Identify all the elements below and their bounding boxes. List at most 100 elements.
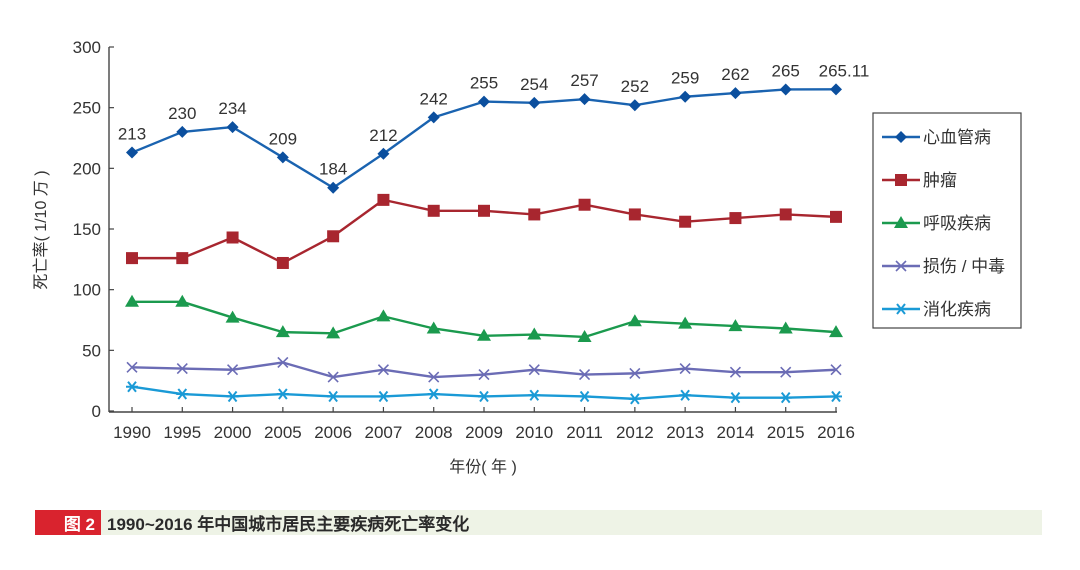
data-point: [779, 83, 792, 96]
data-label: 213: [118, 125, 146, 144]
data-point: [528, 208, 541, 221]
data-point: [728, 319, 743, 332]
x-tick-label: 2013: [666, 423, 704, 442]
x-tick-label: 2012: [616, 423, 654, 442]
data-point: [780, 366, 792, 378]
data-label: 242: [420, 89, 448, 108]
data-label: 257: [570, 71, 598, 90]
y-tick-label: 300: [73, 38, 101, 57]
data-point: [377, 390, 390, 403]
data-point: [729, 392, 742, 404]
data-label: 259: [671, 69, 699, 88]
data-point: [428, 371, 440, 383]
data-point: [176, 252, 189, 265]
data-point: [729, 212, 742, 225]
legend-marker-icon: [894, 216, 908, 228]
data-point: [578, 93, 591, 106]
data-point: [628, 208, 641, 221]
line-chart: 0 50 100 150 200 250 300 1990 1995 2000 2005 2006 2…: [32, 38, 1022, 476]
data-point: [327, 181, 340, 194]
data-label: 262: [721, 65, 749, 84]
data-point: [326, 326, 341, 339]
data-point: [528, 96, 541, 109]
data-labels: 213 230 234 209 184 212 242 255 254 257 252 259 262 2…: [118, 61, 870, 178]
data-label: 255: [470, 74, 498, 93]
data-point: [477, 328, 491, 341]
data-point: [126, 361, 138, 373]
y-axis-ticks: 0 50 100 150 200 250 300: [73, 38, 114, 421]
legend-label: 肿瘤: [923, 171, 957, 190]
y-tick-label: 50: [82, 341, 101, 360]
x-tick-label: 2006: [314, 423, 352, 442]
legend-label: 消化疾病: [923, 300, 991, 319]
data-point: [729, 87, 742, 100]
data-label: 254: [520, 75, 548, 94]
data-point: [478, 390, 490, 403]
data-point: [227, 364, 239, 376]
x-tick-label: 2010: [515, 423, 553, 442]
data-point: [578, 198, 591, 211]
data-label: 234: [218, 99, 246, 118]
data-point: [679, 90, 692, 103]
data-point: [679, 215, 692, 228]
data-point: [578, 390, 591, 403]
series-3: [126, 356, 842, 383]
data-point: [327, 390, 340, 403]
data-point: [276, 388, 289, 400]
data-point: [327, 371, 339, 383]
x-axis-title: 年份( 年 ): [449, 458, 517, 476]
data-point: [276, 256, 289, 269]
x-tick-label: 1990: [113, 423, 151, 442]
x-tick-label: 2016: [817, 423, 855, 442]
data-point: [226, 231, 239, 244]
data-point: [829, 325, 843, 338]
data-point: [176, 125, 189, 138]
data-point: [126, 252, 138, 265]
data-point: [275, 325, 290, 338]
data-point: [377, 147, 390, 160]
data-point: [629, 367, 641, 379]
series-2: [125, 294, 843, 342]
legend-label: 心血管病: [923, 128, 991, 147]
x-tick-label: 2000: [214, 423, 252, 442]
data-point: [627, 314, 642, 327]
figure-caption-text: 1990~2016 年中国城市居民主要疾病死亡率变化: [107, 515, 470, 534]
legend-item: 呼吸疾病: [882, 214, 991, 233]
data-point: [478, 95, 490, 108]
data-point: [426, 321, 441, 334]
data-point: [478, 369, 490, 381]
y-tick-label: 150: [73, 220, 101, 239]
x-tick-label: 1995: [163, 423, 201, 442]
data-point: [779, 208, 792, 221]
data-point: [377, 193, 390, 206]
data-point: [778, 321, 793, 334]
data-point: [225, 310, 240, 323]
data-point: [176, 388, 189, 400]
legend-item: 肿瘤: [882, 171, 957, 190]
data-point: [125, 294, 139, 307]
legend-label: 损伤 / 中毒: [923, 257, 1005, 276]
data-point: [678, 316, 693, 329]
data-label: 184: [319, 160, 347, 179]
y-axis-title: 死亡率( 1/10 万 ): [32, 170, 50, 289]
data-point: [679, 362, 691, 375]
data-point: [427, 388, 440, 400]
data-point: [830, 83, 842, 96]
legend-item: 心血管病: [882, 128, 991, 147]
data-point: [226, 390, 239, 403]
x-tick-label: 2009: [465, 423, 503, 442]
legend-marker-icon: [895, 131, 907, 143]
data-point: [527, 327, 542, 340]
series-4: [126, 381, 842, 405]
y-tick-label: 200: [73, 159, 101, 178]
y-tick-label: 0: [92, 402, 101, 421]
legend-label: 呼吸疾病: [923, 214, 991, 233]
data-point: [528, 364, 540, 376]
legend-box: [872, 112, 1022, 329]
data-point: [528, 389, 541, 401]
data-point: [126, 146, 138, 159]
data-point: [628, 393, 641, 405]
data-point: [277, 356, 289, 369]
x-axis-ticks: 1990 1995 2000 2005 2006 2007 2008 2009 2010 2011…: [113, 407, 855, 442]
